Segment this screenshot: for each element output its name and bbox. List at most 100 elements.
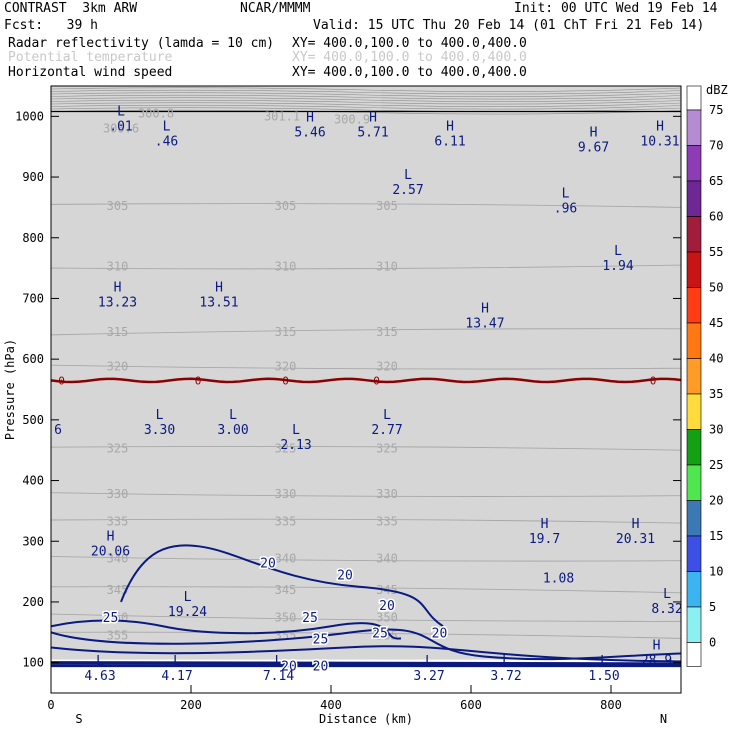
x-axis-north-label: N xyxy=(660,712,667,726)
extremum-value-label: .46 xyxy=(155,135,178,150)
extremum-type-label: H xyxy=(107,529,115,544)
y-tick-label: 900 xyxy=(22,170,44,184)
colorbar-swatch xyxy=(686,180,702,217)
upper-band-line xyxy=(51,94,681,100)
extremum-type-label: L xyxy=(292,423,300,438)
extremum-type-label: H xyxy=(632,517,640,532)
y-tick-label: 500 xyxy=(22,413,44,427)
colorbar-swatch xyxy=(686,393,702,430)
theta-line xyxy=(51,445,681,451)
extremum-type-label: L xyxy=(502,654,510,669)
freezing-level-label: 0 xyxy=(373,374,380,387)
wind-contour-label: 25 xyxy=(103,611,119,626)
forecast-hour: Fcst: 39 h xyxy=(4,18,98,33)
extremum-type-label: L xyxy=(229,408,237,423)
y-tick-label: 300 xyxy=(22,534,44,548)
extremum-type-label: H xyxy=(656,120,664,135)
theta-label: 330 xyxy=(376,487,398,501)
theta-label: 355 xyxy=(107,628,129,642)
field2-xy: XY= 400.0,100.0 to 400.0,400.0 xyxy=(292,50,527,65)
colorbar-swatch xyxy=(686,464,702,501)
extremum-value-label: 5.46 xyxy=(294,125,325,140)
x-tick-label: 0 xyxy=(47,698,54,712)
theta-label: 335 xyxy=(376,515,398,529)
wind-contour xyxy=(51,645,681,663)
colorbar-label: 50 xyxy=(709,281,723,295)
extremum-type-label: L xyxy=(275,654,283,669)
colorbar-swatch xyxy=(686,251,702,288)
theta-line xyxy=(51,203,681,208)
theta-label: 350 xyxy=(275,611,297,625)
colorbar-label: 40 xyxy=(709,352,723,366)
extremum-value-label: 1.50 xyxy=(588,669,619,684)
extremum-value-label: 3.72 xyxy=(490,669,521,684)
extremum-value-label: 3.27 xyxy=(413,669,444,684)
extremum-value-label: 20.31 xyxy=(616,532,655,547)
y-tick-label: 1000 xyxy=(15,109,44,123)
colorbar-swatch xyxy=(686,429,702,466)
extremum-value-label: 2.77 xyxy=(371,423,402,438)
extremum-value-label: 7.14 xyxy=(263,669,294,684)
colorbar-unit: dBZ xyxy=(706,83,728,97)
freezing-level-label: 0 xyxy=(282,374,289,387)
extremum-value-label: 8.32 xyxy=(651,602,682,617)
upper-band-line xyxy=(51,104,681,110)
theta-label: 305 xyxy=(107,199,129,213)
colorbar-swatch xyxy=(686,216,702,253)
upper-band-line xyxy=(51,99,681,105)
theta-label: 340 xyxy=(107,552,129,566)
freezing-level-line xyxy=(51,377,681,384)
extremum-type-label: L xyxy=(383,408,391,423)
theta-label: 325 xyxy=(275,442,297,456)
colorbar-label: 0 xyxy=(709,636,716,650)
colorbar-swatch xyxy=(686,358,702,395)
wind-contour-label: 25 xyxy=(302,611,318,626)
theta-label: 300.9 xyxy=(334,112,370,126)
extremum-value-label: 1.08 xyxy=(543,572,574,587)
extremum-type-label: L xyxy=(163,120,171,135)
extremum-type-label: L xyxy=(184,590,192,605)
theta-label: 310 xyxy=(376,260,398,274)
extremum-value-label: 9.67 xyxy=(578,141,609,156)
theta-label: 340 xyxy=(376,552,398,566)
extremum-type-label: L xyxy=(96,654,104,669)
upper-band-line xyxy=(51,92,681,97)
upper-band-line xyxy=(51,89,681,95)
extremum-value-label: 6.11 xyxy=(434,135,465,150)
y-tick-label: 600 xyxy=(22,352,44,366)
theta-line xyxy=(51,631,681,639)
theta-label: 301.1 xyxy=(264,109,300,123)
y-tick-label: 800 xyxy=(22,231,44,245)
wind-contour-label: 20 xyxy=(379,599,395,614)
extremum-value-label: 19.24 xyxy=(168,605,207,620)
upper-band-line xyxy=(51,107,681,112)
theta-label: 340 xyxy=(275,552,297,566)
field3-name: Horizontal wind speed xyxy=(8,65,173,80)
wind-contour xyxy=(51,661,681,666)
extremum-type-label: H xyxy=(481,302,489,317)
colorbar-label: 60 xyxy=(709,210,723,224)
extremum-type-label: L xyxy=(173,654,181,669)
theta-label: 350 xyxy=(376,611,398,625)
extremum-type-label: L xyxy=(404,168,412,183)
x-tick-label: 400 xyxy=(320,698,342,712)
colorbar-swatch xyxy=(686,642,702,667)
x-axis-title: Distance (km) xyxy=(319,712,413,726)
wind-contour-label: 20 xyxy=(432,626,448,641)
theta-label: 320 xyxy=(107,360,129,374)
colorbar-swatch xyxy=(686,606,702,643)
colorbar-label: 30 xyxy=(709,423,723,437)
theta-line xyxy=(51,492,681,497)
extremum-type-label: L xyxy=(614,244,622,259)
extremum-type-label: H xyxy=(653,639,661,654)
x-tick-label: 800 xyxy=(600,698,622,712)
extremum-type-label: L xyxy=(156,408,164,423)
theta-label: 305 xyxy=(376,199,398,213)
theta-label: 355 xyxy=(376,628,398,642)
model-title: CONTRAST 3km ARW xyxy=(4,1,138,16)
extremum-value-label: 6 xyxy=(54,423,62,438)
theta-label: 335 xyxy=(275,515,297,529)
extremum-type-label: L xyxy=(600,654,608,669)
extremum-value-label: 2.57 xyxy=(392,183,423,198)
